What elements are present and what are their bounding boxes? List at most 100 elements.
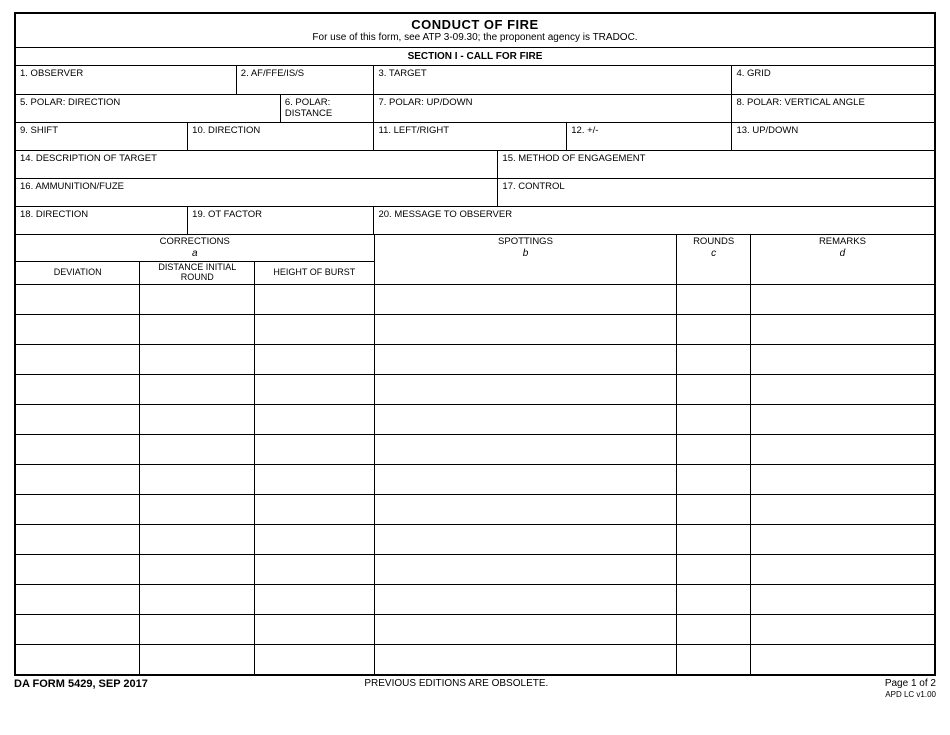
cell-deviation[interactable] [16, 584, 140, 614]
cell-rounds[interactable] [677, 404, 750, 434]
cell-distance[interactable] [140, 344, 255, 374]
cell-remarks[interactable] [750, 284, 934, 314]
cell-spottings[interactable] [374, 524, 677, 554]
cell-remarks[interactable] [750, 584, 934, 614]
field-polar-vertical[interactable]: 8. POLAR: VERTICAL ANGLE [732, 94, 934, 122]
cell-spottings[interactable] [374, 554, 677, 584]
form-container: CONDUCT OF FIRE For use of this form, se… [14, 12, 936, 676]
cell-deviation[interactable] [16, 524, 140, 554]
cell-distance[interactable] [140, 554, 255, 584]
cell-rounds[interactable] [677, 374, 750, 404]
cell-distance[interactable] [140, 524, 255, 554]
cell-rounds[interactable] [677, 644, 750, 674]
cell-remarks[interactable] [750, 374, 934, 404]
field-af-ffe[interactable]: 2. AF/FFE/IS/S [236, 66, 374, 94]
cell-spottings[interactable] [374, 404, 677, 434]
field-direction10[interactable]: 10. DIRECTION [188, 122, 374, 150]
cell-remarks[interactable] [750, 494, 934, 524]
cell-remarks[interactable] [750, 524, 934, 554]
cell-deviation[interactable] [16, 284, 140, 314]
cell-remarks[interactable] [750, 434, 934, 464]
cell-spottings[interactable] [374, 314, 677, 344]
cell-rounds[interactable] [677, 314, 750, 344]
cell-distance[interactable] [140, 644, 255, 674]
field-target[interactable]: 3. TARGET [374, 66, 732, 94]
cell-distance[interactable] [140, 614, 255, 644]
cell-deviation[interactable] [16, 614, 140, 644]
field-direction18[interactable]: 18. DIRECTION [16, 206, 188, 234]
cell-spottings[interactable] [374, 284, 677, 314]
cell-deviation[interactable] [16, 374, 140, 404]
cell-rounds[interactable] [677, 554, 750, 584]
field-ot-factor[interactable]: 19. OT FACTOR [188, 206, 374, 234]
field-control[interactable]: 17. CONTROL [498, 178, 934, 206]
cell-spottings[interactable] [374, 614, 677, 644]
field-observer[interactable]: 1. OBSERVER [16, 66, 236, 94]
field-plus-minus[interactable]: 12. +/- [567, 122, 732, 150]
cell-deviation[interactable] [16, 554, 140, 584]
cell-remarks[interactable] [750, 614, 934, 644]
cell-height[interactable] [255, 314, 374, 344]
cell-spottings[interactable] [374, 434, 677, 464]
cell-rounds[interactable] [677, 284, 750, 314]
cell-height[interactable] [255, 464, 374, 494]
cell-rounds[interactable] [677, 584, 750, 614]
cell-remarks[interactable] [750, 344, 934, 374]
cell-spottings[interactable] [374, 494, 677, 524]
cell-height[interactable] [255, 614, 374, 644]
cell-rounds[interactable] [677, 434, 750, 464]
table-row [16, 314, 934, 344]
cell-distance[interactable] [140, 494, 255, 524]
cell-height[interactable] [255, 524, 374, 554]
cell-distance[interactable] [140, 404, 255, 434]
field-message-observer[interactable]: 20. MESSAGE TO OBSERVER [374, 206, 934, 234]
field-grid[interactable]: 4. GRID [732, 66, 934, 94]
cell-distance[interactable] [140, 314, 255, 344]
cell-height[interactable] [255, 584, 374, 614]
field-description-target[interactable]: 14. DESCRIPTION OF TARGET [16, 150, 498, 178]
cell-spottings[interactable] [374, 464, 677, 494]
cell-spottings[interactable] [374, 584, 677, 614]
cell-height[interactable] [255, 644, 374, 674]
cell-remarks[interactable] [750, 404, 934, 434]
cell-distance[interactable] [140, 464, 255, 494]
cell-remarks[interactable] [750, 554, 934, 584]
cell-deviation[interactable] [16, 434, 140, 464]
field-updown13[interactable]: 13. UP/DOWN [732, 122, 934, 150]
field-left-right[interactable]: 11. LEFT/RIGHT [374, 122, 567, 150]
field-ammunition-fuze[interactable]: 16. AMMUNITION/FUZE [16, 178, 498, 206]
cell-height[interactable] [255, 344, 374, 374]
cell-rounds[interactable] [677, 464, 750, 494]
field-polar-distance[interactable]: 6. POLAR: DISTANCE [280, 94, 374, 122]
cell-distance[interactable] [140, 584, 255, 614]
cell-height[interactable] [255, 374, 374, 404]
cell-rounds[interactable] [677, 614, 750, 644]
field-method-engagement[interactable]: 15. METHOD OF ENGAGEMENT [498, 150, 934, 178]
cell-spottings[interactable] [374, 344, 677, 374]
cell-height[interactable] [255, 404, 374, 434]
cell-deviation[interactable] [16, 314, 140, 344]
field-polar-updown[interactable]: 7. POLAR: UP/DOWN [374, 94, 732, 122]
cell-height[interactable] [255, 554, 374, 584]
cell-remarks[interactable] [750, 644, 934, 674]
field-shift[interactable]: 9. SHIFT [16, 122, 188, 150]
cell-spottings[interactable] [374, 644, 677, 674]
cell-height[interactable] [255, 434, 374, 464]
cell-deviation[interactable] [16, 644, 140, 674]
cell-distance[interactable] [140, 374, 255, 404]
cell-deviation[interactable] [16, 404, 140, 434]
cell-spottings[interactable] [374, 374, 677, 404]
cell-remarks[interactable] [750, 314, 934, 344]
cell-rounds[interactable] [677, 494, 750, 524]
cell-rounds[interactable] [677, 344, 750, 374]
field-polar-direction[interactable]: 5. POLAR: DIRECTION [16, 94, 280, 122]
cell-height[interactable] [255, 284, 374, 314]
cell-deviation[interactable] [16, 464, 140, 494]
cell-distance[interactable] [140, 284, 255, 314]
cell-deviation[interactable] [16, 344, 140, 374]
cell-rounds[interactable] [677, 524, 750, 554]
cell-deviation[interactable] [16, 494, 140, 524]
cell-distance[interactable] [140, 434, 255, 464]
cell-remarks[interactable] [750, 464, 934, 494]
cell-height[interactable] [255, 494, 374, 524]
